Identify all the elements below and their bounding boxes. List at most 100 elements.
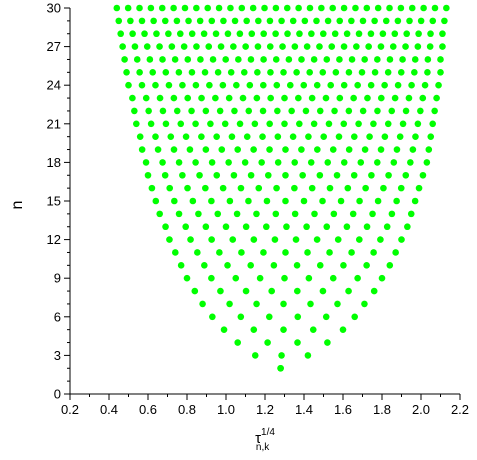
data-point xyxy=(197,56,204,63)
data-point xyxy=(363,223,371,231)
data-point xyxy=(353,43,360,50)
data-point xyxy=(443,4,450,12)
data-point xyxy=(411,56,419,63)
data-point xyxy=(250,146,257,153)
x-tick-label: 0.6 xyxy=(139,402,157,417)
data-point xyxy=(228,133,236,140)
data-point xyxy=(424,56,432,63)
data-point xyxy=(171,56,179,63)
data-point xyxy=(188,107,195,115)
data-point xyxy=(234,339,241,346)
data-point xyxy=(324,159,332,166)
data-point xyxy=(286,81,294,89)
data-point xyxy=(343,223,351,231)
data-point xyxy=(180,43,188,50)
y-tick-label: 3 xyxy=(54,348,61,363)
data-point xyxy=(280,69,287,76)
data-point xyxy=(384,69,392,76)
data-point xyxy=(200,30,208,38)
data-point xyxy=(230,171,238,179)
data-point xyxy=(175,210,183,218)
data-point xyxy=(306,4,314,12)
data-point xyxy=(205,43,213,50)
data-point xyxy=(345,287,352,295)
data-point xyxy=(266,146,273,153)
data-point xyxy=(334,236,342,243)
data-point xyxy=(425,146,433,153)
y-tick-label: 18 xyxy=(47,155,61,170)
data-point xyxy=(299,171,306,179)
data-point xyxy=(245,197,252,205)
data-point xyxy=(263,223,270,231)
data-point xyxy=(208,17,216,25)
data-point xyxy=(359,107,367,115)
data-points xyxy=(113,4,450,372)
data-point xyxy=(255,184,263,192)
data-point xyxy=(397,184,405,192)
data-point xyxy=(282,197,289,205)
data-point xyxy=(281,274,288,282)
data-point xyxy=(319,30,327,38)
data-point xyxy=(159,107,167,115)
data-point xyxy=(256,274,264,282)
data-point xyxy=(280,326,287,333)
data-point xyxy=(185,17,192,25)
data-point xyxy=(354,274,361,282)
data-point xyxy=(292,236,300,243)
data-point xyxy=(224,30,232,38)
data-point xyxy=(336,94,344,102)
y-tick-label: 15 xyxy=(47,194,61,209)
data-point xyxy=(420,4,427,12)
data-point xyxy=(147,4,155,12)
data-point xyxy=(218,146,226,153)
data-point xyxy=(310,56,318,63)
y-tick-label: 12 xyxy=(47,232,61,247)
data-point xyxy=(184,184,191,192)
data-point xyxy=(358,69,366,76)
data-point xyxy=(273,184,280,192)
data-point xyxy=(184,94,192,102)
y-tick-label: 0 xyxy=(54,387,61,402)
x-tick-label: 0.4 xyxy=(100,402,118,417)
data-point xyxy=(195,210,202,218)
data-point xyxy=(234,146,241,153)
data-point xyxy=(283,4,291,12)
data-point xyxy=(392,249,399,256)
data-point xyxy=(230,43,237,50)
data-point xyxy=(249,4,257,12)
data-point xyxy=(337,197,345,205)
data-point xyxy=(261,4,268,12)
data-point xyxy=(188,69,196,76)
data-point xyxy=(348,56,356,63)
data-point xyxy=(222,223,230,231)
data-point xyxy=(304,352,312,359)
data-point xyxy=(439,43,446,50)
data-point xyxy=(142,159,150,166)
data-point xyxy=(348,249,355,256)
data-point xyxy=(363,4,371,12)
data-point xyxy=(437,69,444,76)
data-point xyxy=(213,171,221,179)
data-point xyxy=(349,210,357,218)
data-point xyxy=(419,171,427,179)
data-point xyxy=(289,133,297,140)
data-point xyxy=(310,120,318,128)
data-point xyxy=(272,30,279,38)
data-point xyxy=(235,56,242,63)
data-point xyxy=(209,313,216,321)
data-point xyxy=(324,17,332,25)
data-point xyxy=(325,120,333,128)
data-point xyxy=(431,4,439,12)
data-point xyxy=(350,171,358,179)
x-tick-label: 1.8 xyxy=(373,402,391,417)
data-point xyxy=(348,17,355,25)
data-point xyxy=(193,43,200,50)
data-point xyxy=(363,262,370,269)
data-point xyxy=(176,30,184,38)
data-point xyxy=(206,81,213,89)
data-point xyxy=(332,69,340,76)
data-point xyxy=(324,339,331,346)
data-point xyxy=(382,17,390,25)
data-point xyxy=(258,159,265,166)
data-point xyxy=(404,223,411,231)
